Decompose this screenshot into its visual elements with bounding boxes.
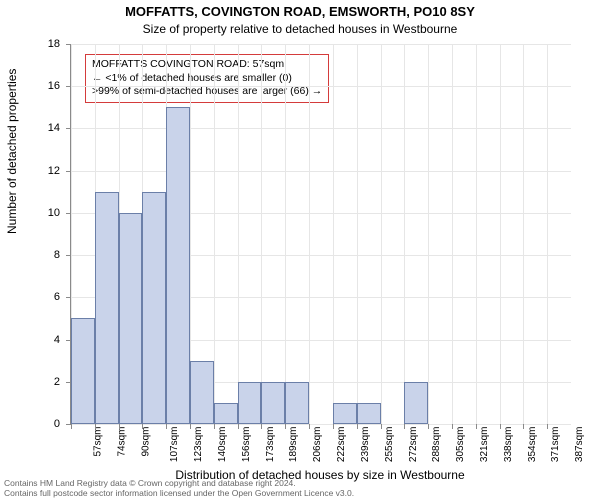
xtick-mark	[119, 424, 120, 429]
xtick-mark	[500, 424, 501, 429]
chart-container: MOFFATTS, COVINGTON ROAD, EMSWORTH, PO10…	[0, 0, 600, 500]
xtick-label: 288sqm	[431, 427, 442, 463]
gridline-v	[238, 44, 239, 424]
histogram-bar	[333, 403, 357, 424]
histogram-bar	[142, 192, 166, 424]
histogram-bar	[190, 361, 214, 424]
xtick-mark	[428, 424, 429, 429]
plot-area: MOFFATTS COVINGTON ROAD: 57sqm ← <1% of …	[70, 44, 571, 425]
gridline-v	[547, 44, 548, 424]
xtick-mark	[547, 424, 548, 429]
histogram-bar	[261, 382, 285, 424]
gridline-v	[523, 44, 524, 424]
xtick-mark	[357, 424, 358, 429]
gridline-v	[214, 44, 215, 424]
xtick-label: 107sqm	[170, 427, 181, 463]
xtick-mark	[190, 424, 191, 429]
xtick-mark	[285, 424, 286, 429]
xtick-mark	[214, 424, 215, 429]
annotation-box: MOFFATTS COVINGTON ROAD: 57sqm ← <1% of …	[85, 54, 329, 103]
xtick-label: 57sqm	[93, 427, 104, 457]
xtick-label: 338sqm	[503, 427, 514, 463]
gridline-h	[71, 44, 571, 45]
gridline-v	[476, 44, 477, 424]
histogram-bar	[71, 318, 95, 424]
ytick-label: 4	[0, 334, 60, 346]
xtick-label: 189sqm	[289, 427, 300, 463]
ytick-label: 12	[0, 165, 60, 177]
gridline-h	[71, 171, 571, 172]
gridline-v	[452, 44, 453, 424]
xtick-label: 74sqm	[116, 427, 127, 457]
histogram-bar	[95, 192, 119, 424]
xtick-label: 156sqm	[241, 427, 252, 463]
histogram-bar	[357, 403, 381, 424]
xtick-label: 387sqm	[574, 427, 585, 463]
ytick-label: 6	[0, 291, 60, 303]
chart-subtitle: Size of property relative to detached ho…	[0, 22, 600, 36]
ytick-label: 18	[0, 38, 60, 50]
gridline-v	[261, 44, 262, 424]
xtick-label: 305sqm	[455, 427, 466, 463]
gridline-v	[404, 44, 405, 424]
xtick-label: 239sqm	[360, 427, 371, 463]
xtick-label: 371sqm	[550, 427, 561, 463]
xtick-mark	[333, 424, 334, 429]
xtick-mark	[166, 424, 167, 429]
histogram-bar	[166, 107, 190, 424]
xtick-mark	[95, 424, 96, 429]
ytick-label: 10	[0, 207, 60, 219]
xtick-mark	[452, 424, 453, 429]
gridline-v	[381, 44, 382, 424]
annotation-line: MOFFATTS COVINGTON ROAD: 57sqm	[92, 58, 322, 72]
xtick-label: 140sqm	[217, 427, 228, 463]
histogram-bar	[119, 213, 143, 424]
annotation-line: >99% of semi-detached houses are larger …	[92, 85, 322, 99]
gridline-v	[500, 44, 501, 424]
xtick-mark	[381, 424, 382, 429]
annotation-line: ← <1% of detached houses are smaller (0)	[92, 72, 322, 86]
xtick-label: 222sqm	[336, 427, 347, 463]
xtick-mark	[238, 424, 239, 429]
xtick-label: 90sqm	[140, 427, 151, 457]
ytick-label: 14	[0, 122, 60, 134]
ytick-label: 8	[0, 249, 60, 261]
xtick-mark	[142, 424, 143, 429]
gridline-v	[428, 44, 429, 424]
gridline-h	[71, 86, 571, 87]
histogram-bar	[285, 382, 309, 424]
histogram-bar	[404, 382, 428, 424]
ytick-label: 16	[0, 80, 60, 92]
histogram-bar	[214, 403, 238, 424]
gridline-h	[71, 424, 571, 425]
xtick-label: 255sqm	[384, 427, 395, 463]
xtick-mark	[404, 424, 405, 429]
xtick-mark	[71, 424, 72, 429]
gridline-h	[71, 128, 571, 129]
gridline-v	[333, 44, 334, 424]
chart-title: MOFFATTS, COVINGTON ROAD, EMSWORTH, PO10…	[0, 4, 600, 19]
gridline-v	[309, 44, 310, 424]
xtick-mark	[523, 424, 524, 429]
histogram-bar	[238, 382, 262, 424]
footer-attribution: Contains HM Land Registry data © Crown c…	[4, 479, 354, 498]
xtick-mark	[261, 424, 262, 429]
xtick-label: 173sqm	[265, 427, 276, 463]
xtick-label: 321sqm	[479, 427, 490, 463]
ytick-label: 0	[0, 418, 60, 430]
xtick-label: 354sqm	[527, 427, 538, 463]
footer-line: Contains full postcode sector informatio…	[4, 489, 354, 498]
xtick-label: 123sqm	[193, 427, 204, 463]
xtick-label: 206sqm	[312, 427, 323, 463]
xtick-mark	[309, 424, 310, 429]
xtick-label: 272sqm	[408, 427, 419, 463]
xtick-mark	[476, 424, 477, 429]
ytick-label: 2	[0, 376, 60, 388]
gridline-v	[285, 44, 286, 424]
gridline-v	[357, 44, 358, 424]
